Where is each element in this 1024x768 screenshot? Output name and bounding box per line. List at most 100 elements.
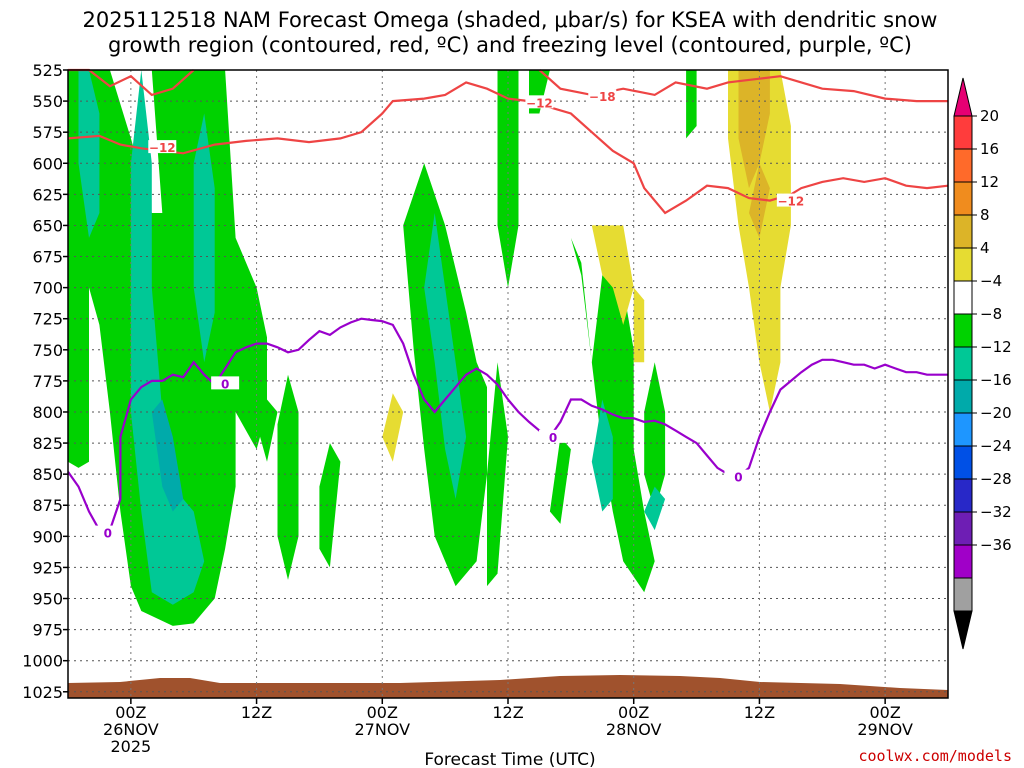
omega-region	[487, 362, 508, 587]
colorbar-label: −32	[980, 503, 1012, 521]
omega-region	[130, 70, 205, 605]
grid-layer	[68, 69, 948, 698]
colorbar-label: −28	[980, 470, 1012, 488]
omega-region	[193, 113, 215, 363]
omega-region	[549, 436, 571, 524]
x-tick-label: 29NOV	[857, 720, 913, 739]
x-tick-label: 00Z	[869, 703, 900, 722]
colorbar-top-arrow	[953, 77, 973, 117]
y-tick-label: 1000	[22, 652, 63, 671]
y-tick-label: 675	[32, 248, 63, 267]
colorbar-label: 8	[980, 206, 990, 224]
credit-text: coolwx.com/models	[858, 747, 1012, 765]
contour-label-m12-c: −12	[777, 195, 804, 209]
colorbar-swatch	[953, 544, 973, 579]
y-tick-label: 625	[32, 185, 63, 204]
y-tick-label: 650	[32, 216, 63, 235]
colorbar-swatch	[953, 181, 973, 216]
x-tick-label: 00Z	[367, 703, 398, 722]
omega-region	[277, 374, 299, 580]
colorbar-swatch	[953, 313, 973, 348]
omega-region	[256, 399, 278, 462]
x-tick-label: 00Z	[115, 703, 146, 722]
y-tick-label: 575	[32, 123, 63, 142]
y-tick-label: 750	[32, 341, 63, 360]
contour-label-0-d: 0	[734, 471, 742, 485]
omega-region	[644, 362, 666, 512]
y-tick-label: 825	[32, 434, 63, 453]
colorbar-swatch	[953, 445, 973, 480]
omega-region	[749, 163, 770, 238]
omega-region	[382, 393, 404, 462]
contour-label-m12-c-bg	[776, 193, 805, 207]
x-tick-label: 28NOV	[606, 720, 662, 739]
colorbar-bottom-arrow	[953, 610, 973, 650]
contour-label-m12-a: −12	[149, 141, 176, 155]
omega-region	[68, 70, 267, 626]
x-tick-label: 00Z	[618, 703, 649, 722]
colorbar-label: −36	[980, 536, 1012, 554]
y-tick-label: 900	[32, 527, 63, 546]
colorbar-label: −8	[980, 305, 1002, 323]
contour-label-0-c-bg	[539, 429, 568, 443]
x-tick-label: 12Z	[492, 703, 523, 722]
y-axis: 525 550 575 600 625 650 675 700 725 750 775 800 825 8…	[22, 61, 68, 702]
omega-region	[591, 225, 634, 325]
colorbar-swatch	[953, 577, 973, 612]
y-tick-label: 600	[32, 154, 63, 173]
y-tick-label: 850	[32, 465, 63, 484]
freezing-level-contour	[67, 317, 948, 532]
y-tick-label: 525	[32, 61, 63, 80]
colorbar-swatch	[953, 247, 973, 282]
omega-region	[633, 287, 645, 363]
y-tick-label: 925	[32, 558, 63, 577]
colorbar: 20 16 12 8 4 −4 −8 −12 −16 −20 −24 −28 −32 −36	[953, 77, 1012, 650]
x-tick-label: 12Z	[241, 703, 272, 722]
contour-label-m18: −18	[589, 90, 616, 104]
y-tick-label: 725	[32, 310, 63, 329]
colorbar-swatch	[953, 379, 973, 414]
omega-region	[151, 399, 184, 512]
y-tick-label: 1025	[22, 683, 63, 702]
y-tick-label: 950	[32, 590, 63, 609]
contour-layer: −12 −12 −18 −12 0 0 0 0	[67, 68, 949, 541]
contour-label-m12-b-bg	[525, 95, 554, 109]
contour-label-m12-a-bg	[148, 140, 177, 154]
omega-region	[424, 213, 467, 499]
colorbar-swatch	[953, 115, 973, 150]
colorbar-swatch	[953, 511, 973, 546]
contour-label-m18-bg	[588, 89, 617, 103]
contour-label-0-a-bg	[93, 525, 122, 539]
title-line1: 2025112518 NAM Forecast Omega (shaded, μ…	[83, 8, 938, 32]
contour-label-m12-b: −12	[526, 96, 553, 110]
colorbar-label: −12	[980, 338, 1012, 356]
colorbar-label: −20	[980, 404, 1012, 422]
y-tick-label: 550	[32, 92, 63, 111]
x-tick-label: 2025	[110, 737, 151, 756]
colorbar-swatch	[953, 280, 973, 315]
y-tick-label: 875	[32, 496, 63, 515]
contour-label-0-b: 0	[221, 377, 229, 391]
colorbar-label: 4	[980, 239, 990, 257]
omega-region	[319, 443, 341, 568]
colorbar-swatch	[953, 214, 973, 249]
y-tick-label: 975	[32, 621, 63, 640]
colorbar-label: −24	[980, 437, 1012, 455]
y-tick-label: 775	[32, 372, 63, 391]
contour-label-0-c: 0	[549, 431, 557, 445]
x-axis-label: Forecast Time (UTC)	[424, 750, 595, 768]
x-tick-label: 26NOV	[103, 720, 159, 739]
omega-region	[78, 70, 100, 238]
colorbar-label: −4	[980, 272, 1002, 290]
colorbar-label: 20	[980, 107, 999, 125]
colorbar-swatch	[953, 346, 973, 381]
x-tick-label: 27NOV	[354, 720, 410, 739]
y-tick-label: 700	[32, 279, 63, 298]
omega-region	[591, 399, 613, 512]
x-tick-label: 12Z	[744, 703, 775, 722]
y-tick-label: 800	[32, 403, 63, 422]
colorbar-swatch	[953, 148, 973, 183]
colorbar-label: 16	[980, 140, 999, 158]
